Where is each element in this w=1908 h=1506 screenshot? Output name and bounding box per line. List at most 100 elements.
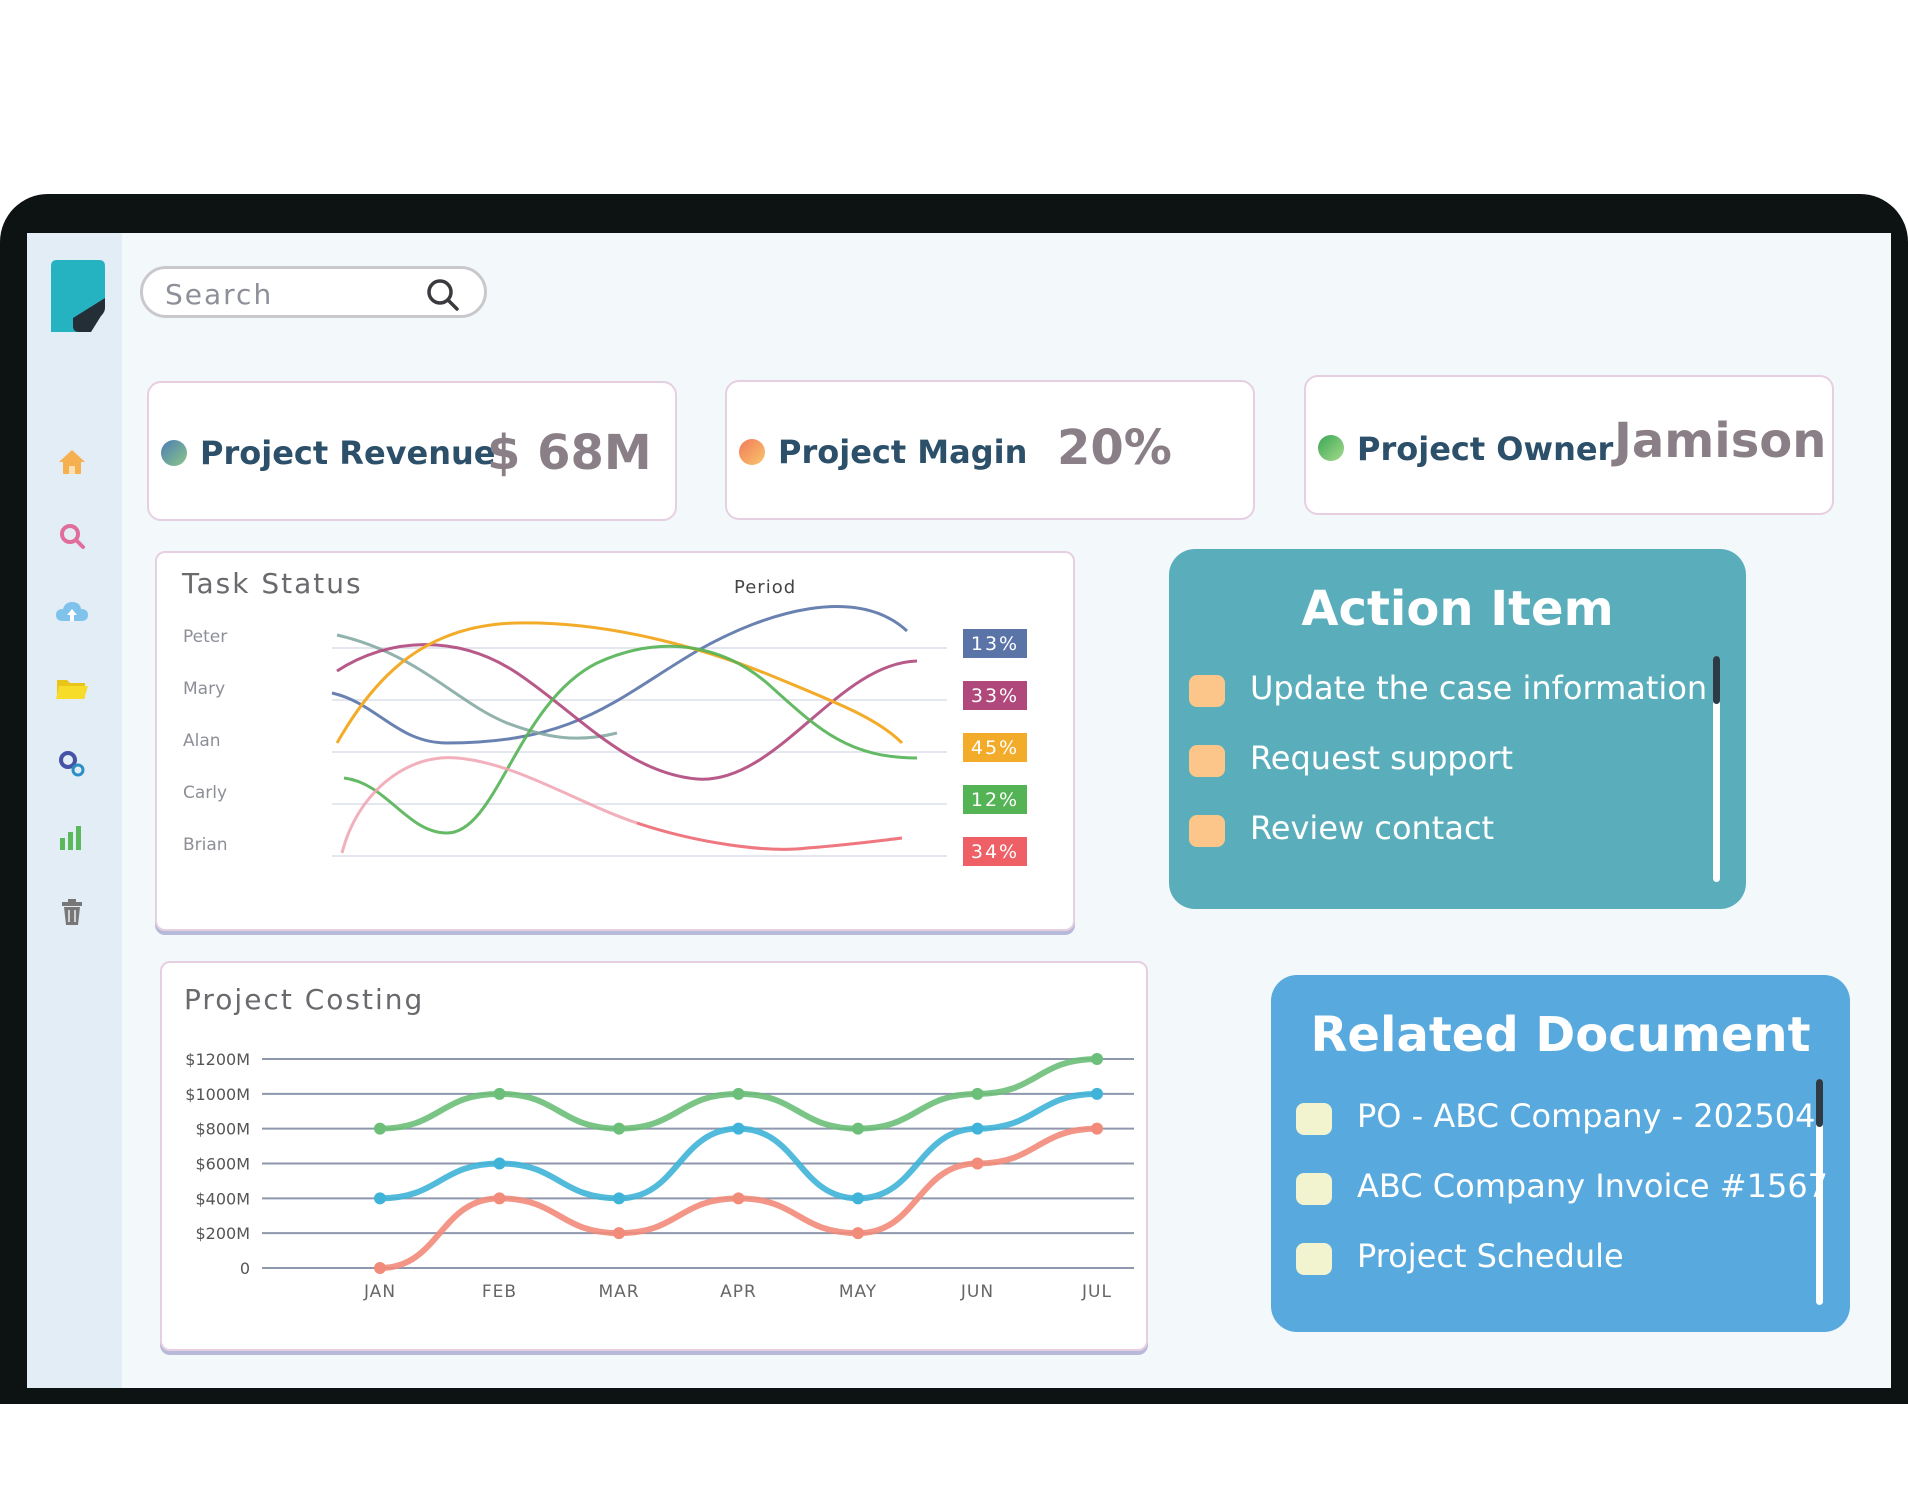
search-input[interactable] (163, 277, 417, 311)
task-row-name: Peter (183, 627, 227, 647)
x-tick-label: FEB (482, 1282, 517, 1302)
action-item-1[interactable]: Update the case information (1250, 669, 1708, 707)
y-tick-label: $400M (195, 1189, 250, 1208)
home-icon[interactable] (57, 447, 87, 477)
action-scrollbar-thumb[interactable] (1713, 656, 1720, 704)
related-document-panel: Related Document PO - ABC Company - 2025… (1271, 975, 1850, 1332)
search-bar (140, 266, 487, 318)
cost-data-point (732, 1192, 745, 1205)
task-percent-badge (963, 733, 1027, 762)
bar-chart-icon[interactable] (57, 823, 87, 853)
cost-data-point (971, 1087, 984, 1100)
curve-alan (335, 621, 904, 745)
curve-peter-left (336, 633, 618, 740)
action-item-3[interactable]: Review contact (1250, 809, 1495, 847)
document-item-1[interactable]: PO - ABC Company - 202504 (1357, 1097, 1816, 1135)
cost-data-point (971, 1122, 984, 1135)
project-costing-card: Project Costing 0 $200M $400M $600M $800M $10… (160, 961, 1148, 1351)
kpi-value: Jamison (1614, 413, 1827, 469)
cost-series-line (377, 1090, 1100, 1202)
document-scrollbar-thumb[interactable] (1816, 1079, 1823, 1127)
cost-data-point (971, 1157, 984, 1170)
document-item-3[interactable]: Project Schedule (1357, 1237, 1624, 1275)
y-tick-label: $200M (195, 1224, 250, 1243)
action-item-panel: Action Item Update the case information … (1169, 549, 1746, 909)
cost-data-point (493, 1087, 506, 1100)
action-item-2[interactable]: Request support (1250, 739, 1514, 777)
curve-brian (340, 756, 903, 854)
task-row-name: Alan (183, 731, 221, 751)
x-tick-label: JUN (960, 1282, 994, 1302)
folder-icon[interactable] (55, 674, 89, 704)
revenue-dot-icon (161, 440, 187, 466)
cost-data-point (1091, 1053, 1103, 1065)
y-tick-label: 0 (240, 1259, 250, 1278)
y-tick-label: $600M (195, 1155, 250, 1174)
document-scrollbar[interactable] (1816, 1079, 1823, 1305)
task-percent-badge (963, 681, 1027, 710)
x-tick-label: MAR (598, 1282, 639, 1302)
task-percent-label: 33% (971, 685, 1019, 707)
cost-data-point (852, 1192, 864, 1205)
curve-peter (331, 605, 909, 745)
search-icon[interactable] (57, 521, 87, 551)
app-logo (51, 260, 105, 332)
cost-data-point (1091, 1087, 1103, 1100)
cost-data-point (732, 1122, 745, 1135)
owner-dot-icon (1318, 435, 1344, 461)
cost-data-point (374, 1192, 386, 1205)
task-status-chart: Peter Mary Alan Carly Brian 13% 33% 45% 12% 34% (183, 605, 1027, 866)
task-row-name: Brian (183, 835, 228, 855)
curve-brian-right (636, 821, 903, 851)
cost-data-point (493, 1157, 506, 1170)
y-tick-label: $800M (195, 1120, 250, 1139)
related-document-title: Related Document (1310, 1007, 1811, 1063)
x-tick-label: JAN (363, 1282, 396, 1302)
action-checkbox-3[interactable] (1189, 815, 1225, 847)
y-tick-label: $1200M (185, 1050, 250, 1069)
document-checkbox-2[interactable] (1296, 1173, 1332, 1205)
task-percent-label: 34% (971, 841, 1019, 863)
kpi-value: 20% (1057, 420, 1172, 476)
document-item-2[interactable]: ABC Company Invoice #1567 (1357, 1167, 1829, 1205)
x-tick-label: APR (720, 1282, 757, 1302)
period-label: Period (734, 577, 797, 598)
action-scrollbar[interactable] (1713, 656, 1720, 882)
app-screen: Project Revenue $ 68M Project Magin 20% … (27, 233, 1891, 1388)
action-checkbox-1[interactable] (1189, 675, 1225, 707)
task-percent-badge (963, 629, 1027, 658)
x-tick-label: MAY (839, 1282, 877, 1302)
task-row-name: Carly (183, 783, 227, 803)
cost-data-point (732, 1087, 745, 1100)
cost-data-point (613, 1192, 625, 1205)
margin-dot-icon (739, 439, 765, 465)
document-checkbox-3[interactable] (1296, 1243, 1332, 1275)
cost-data-point (374, 1262, 386, 1274)
kpi-value: $ 68M (487, 425, 652, 481)
settings-icon[interactable] (57, 749, 87, 779)
task-percent-label: 13% (971, 633, 1019, 655)
action-checkbox-2[interactable] (1189, 745, 1225, 777)
task-status-title: Task Status (182, 567, 363, 600)
curve-carly (343, 644, 918, 835)
kpi-label: Project Magin (778, 433, 1028, 471)
cost-data-point (493, 1192, 506, 1205)
cost-data-point (613, 1122, 625, 1135)
kpi-label: Project Revenue (200, 434, 496, 472)
cloud-upload-icon[interactable] (55, 597, 89, 627)
cost-data-point (852, 1227, 864, 1240)
project-costing-chart: 0 $200M $400M $600M $800M $1000M $1200M JAN FEB… (185, 1050, 1134, 1302)
chart-title: Project Costing (184, 983, 425, 1016)
trash-icon[interactable] (57, 897, 87, 927)
document-checkbox-1[interactable] (1296, 1103, 1332, 1135)
kpi-label: Project Owner (1357, 430, 1614, 468)
cost-data-point (852, 1122, 864, 1135)
task-percent-label: 45% (971, 737, 1019, 759)
y-tick-label: $1000M (185, 1085, 250, 1104)
search-icon[interactable] (426, 278, 460, 312)
task-percent-badge (963, 785, 1027, 814)
sidebar (27, 233, 122, 1388)
curve-mary (336, 643, 918, 781)
task-status-card: Task Status Period Peter Mary Alan Carly Bri… (155, 551, 1075, 931)
task-percent-badge (963, 837, 1027, 866)
